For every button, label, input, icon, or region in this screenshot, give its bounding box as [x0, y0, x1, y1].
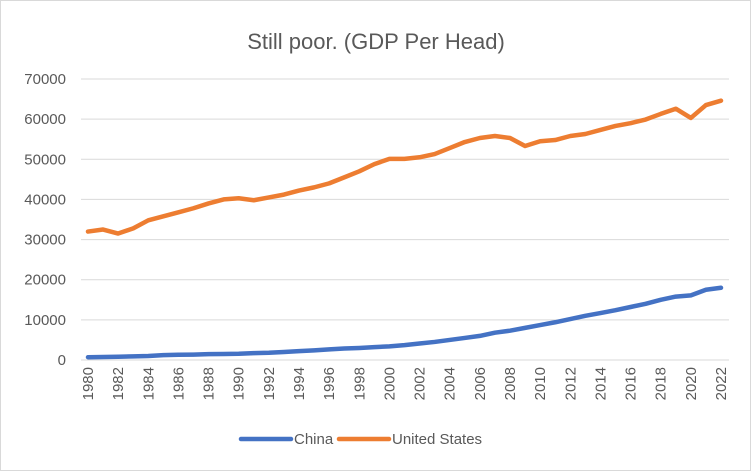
y-tick-label: 50000 — [24, 151, 66, 168]
x-tick-label: 2008 — [502, 367, 519, 400]
x-tick-label: 2004 — [442, 367, 459, 400]
chart-title: Still poor. (GDP Per Head) — [247, 29, 505, 54]
legend-label: China — [294, 431, 334, 448]
y-tick-label: 20000 — [24, 272, 66, 289]
y-tick-label: 40000 — [24, 191, 66, 208]
legend-label: United States — [392, 431, 482, 448]
x-tick-label: 2020 — [683, 367, 700, 400]
x-tick-label: 1998 — [351, 367, 368, 400]
x-tick-label: 2018 — [653, 367, 670, 400]
x-tick-label: 2014 — [592, 367, 609, 400]
x-tick-label: 1980 — [80, 367, 97, 400]
x-tick-label: 1996 — [321, 367, 338, 400]
y-tick-label: 60000 — [24, 111, 66, 128]
x-tick-label: 2016 — [623, 367, 640, 400]
x-tick-label: 2002 — [412, 367, 429, 400]
x-tick-label: 1988 — [201, 367, 218, 400]
x-tick-label: 2012 — [562, 367, 579, 400]
y-tick-label: 30000 — [24, 232, 66, 249]
x-tick-label: 1994 — [291, 367, 308, 400]
series-line-china — [88, 288, 721, 357]
y-tick-label: 70000 — [24, 71, 66, 88]
x-tick-label: 2000 — [381, 367, 398, 400]
x-tick-label: 1982 — [110, 367, 127, 400]
y-tick-label: 10000 — [24, 312, 66, 329]
x-tick-label: 2010 — [532, 367, 549, 400]
x-tick-label: 2022 — [713, 367, 730, 400]
y-tick-label: 0 — [58, 352, 66, 369]
x-tick-label: 1990 — [231, 367, 248, 400]
x-tick-label: 2006 — [472, 367, 489, 400]
x-tick-label: 1992 — [261, 367, 278, 400]
x-tick-label: 1984 — [140, 367, 157, 400]
x-tick-label: 1986 — [170, 367, 187, 400]
series-line-united-states — [88, 101, 721, 234]
